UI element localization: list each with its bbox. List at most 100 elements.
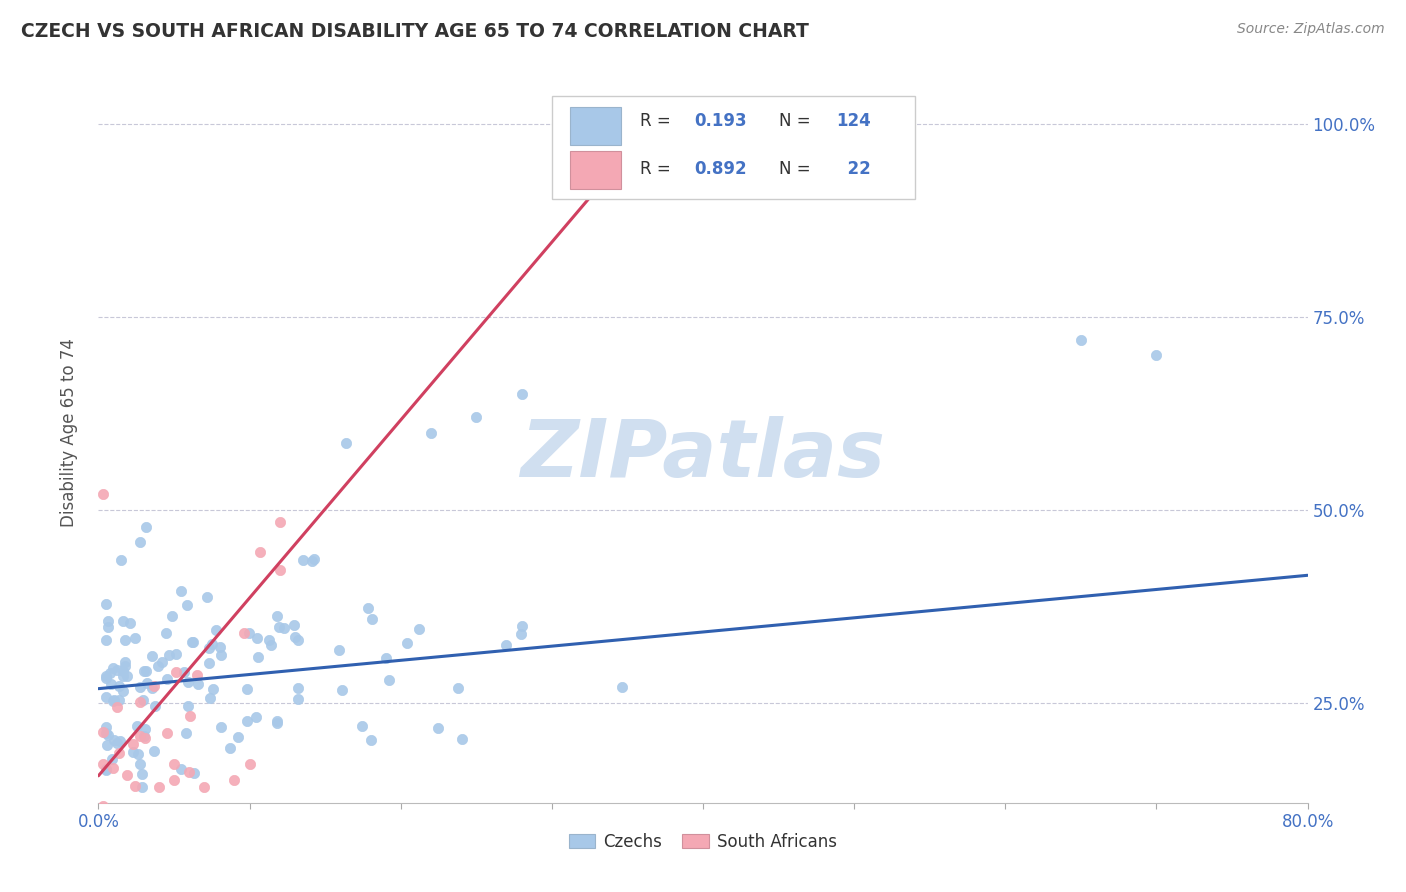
Point: [269, 515, 291, 529]
Point: [112, 668, 135, 682]
Point: [335, 435, 357, 450]
Point: [165, 665, 187, 679]
Point: [420, 425, 443, 440]
Point: [352, 719, 374, 733]
Point: [112, 614, 135, 628]
Point: [105, 663, 128, 677]
Point: [165, 647, 187, 661]
Point: [284, 630, 307, 644]
Point: [163, 757, 186, 772]
Point: [100, 676, 122, 690]
Point: [94, 690, 117, 705]
Point: [91, 798, 114, 813]
Point: [170, 762, 193, 776]
Point: [146, 659, 169, 673]
Point: [142, 744, 165, 758]
Point: [101, 752, 124, 766]
Point: [330, 683, 353, 698]
Point: [186, 668, 208, 682]
Text: 0.193: 0.193: [695, 112, 747, 129]
Point: [129, 535, 152, 549]
Point: [179, 764, 201, 779]
Point: [124, 631, 146, 645]
Point: [117, 669, 139, 683]
Point: [129, 729, 152, 743]
Point: [111, 665, 134, 679]
Point: [176, 598, 198, 612]
Point: [110, 553, 132, 567]
Point: [181, 635, 204, 649]
Point: [287, 692, 309, 706]
Point: [236, 714, 259, 728]
Point: [283, 617, 305, 632]
Point: [103, 693, 125, 707]
Text: Source: ZipAtlas.com: Source: ZipAtlas.com: [1237, 22, 1385, 37]
Text: ZIPatlas: ZIPatlas: [520, 416, 886, 494]
Point: [131, 767, 153, 781]
Point: [94, 720, 117, 734]
Point: [128, 757, 150, 772]
Text: N =: N =: [779, 160, 815, 178]
Text: 0.892: 0.892: [695, 160, 747, 178]
Point: [114, 655, 136, 669]
Point: [447, 681, 470, 695]
Point: [132, 729, 155, 743]
Point: [360, 732, 382, 747]
Point: [269, 563, 291, 577]
Point: [108, 680, 131, 694]
Point: [179, 709, 201, 723]
Point: [141, 681, 163, 695]
Point: [134, 731, 156, 745]
Point: [96, 738, 118, 752]
Point: [201, 681, 224, 696]
Point: [125, 719, 148, 733]
Point: [208, 640, 231, 655]
Point: [260, 638, 283, 652]
Point: [114, 633, 136, 648]
Point: [94, 763, 117, 777]
Point: [94, 762, 117, 776]
Point: [114, 659, 136, 673]
Point: [1070, 333, 1092, 347]
Point: [98, 666, 121, 681]
Point: [94, 726, 117, 740]
Point: [157, 648, 180, 662]
Point: [198, 691, 221, 706]
Point: [267, 619, 290, 633]
Point: [226, 730, 249, 744]
Point: [291, 553, 314, 567]
Point: [200, 637, 222, 651]
Point: [101, 694, 124, 708]
Point: [136, 676, 159, 690]
Point: [132, 665, 155, 679]
Text: R =: R =: [640, 160, 676, 178]
Text: CZECH VS SOUTH AFRICAN DISABILITY AGE 65 TO 74 CORRELATION CHART: CZECH VS SOUTH AFRICAN DISABILITY AGE 65…: [21, 22, 808, 41]
Point: [266, 716, 288, 731]
Point: [129, 680, 152, 694]
Point: [287, 681, 309, 696]
Point: [148, 780, 170, 795]
Point: [135, 664, 157, 678]
Text: R =: R =: [640, 112, 676, 129]
Point: [94, 633, 117, 648]
Point: [156, 672, 179, 686]
Point: [96, 597, 118, 611]
Point: [249, 544, 271, 558]
Point: [509, 627, 531, 641]
Point: [101, 761, 124, 775]
Point: [132, 692, 155, 706]
Point: [108, 693, 131, 707]
Point: [155, 625, 177, 640]
Point: [209, 648, 232, 662]
Point: [408, 622, 430, 636]
Point: [91, 725, 114, 739]
Point: [170, 584, 193, 599]
Point: [465, 410, 488, 425]
Point: [1144, 349, 1167, 363]
Point: [510, 618, 533, 632]
Point: [245, 631, 267, 645]
Point: [181, 635, 204, 649]
Point: [105, 736, 128, 750]
Point: [257, 633, 280, 648]
Point: [232, 625, 254, 640]
